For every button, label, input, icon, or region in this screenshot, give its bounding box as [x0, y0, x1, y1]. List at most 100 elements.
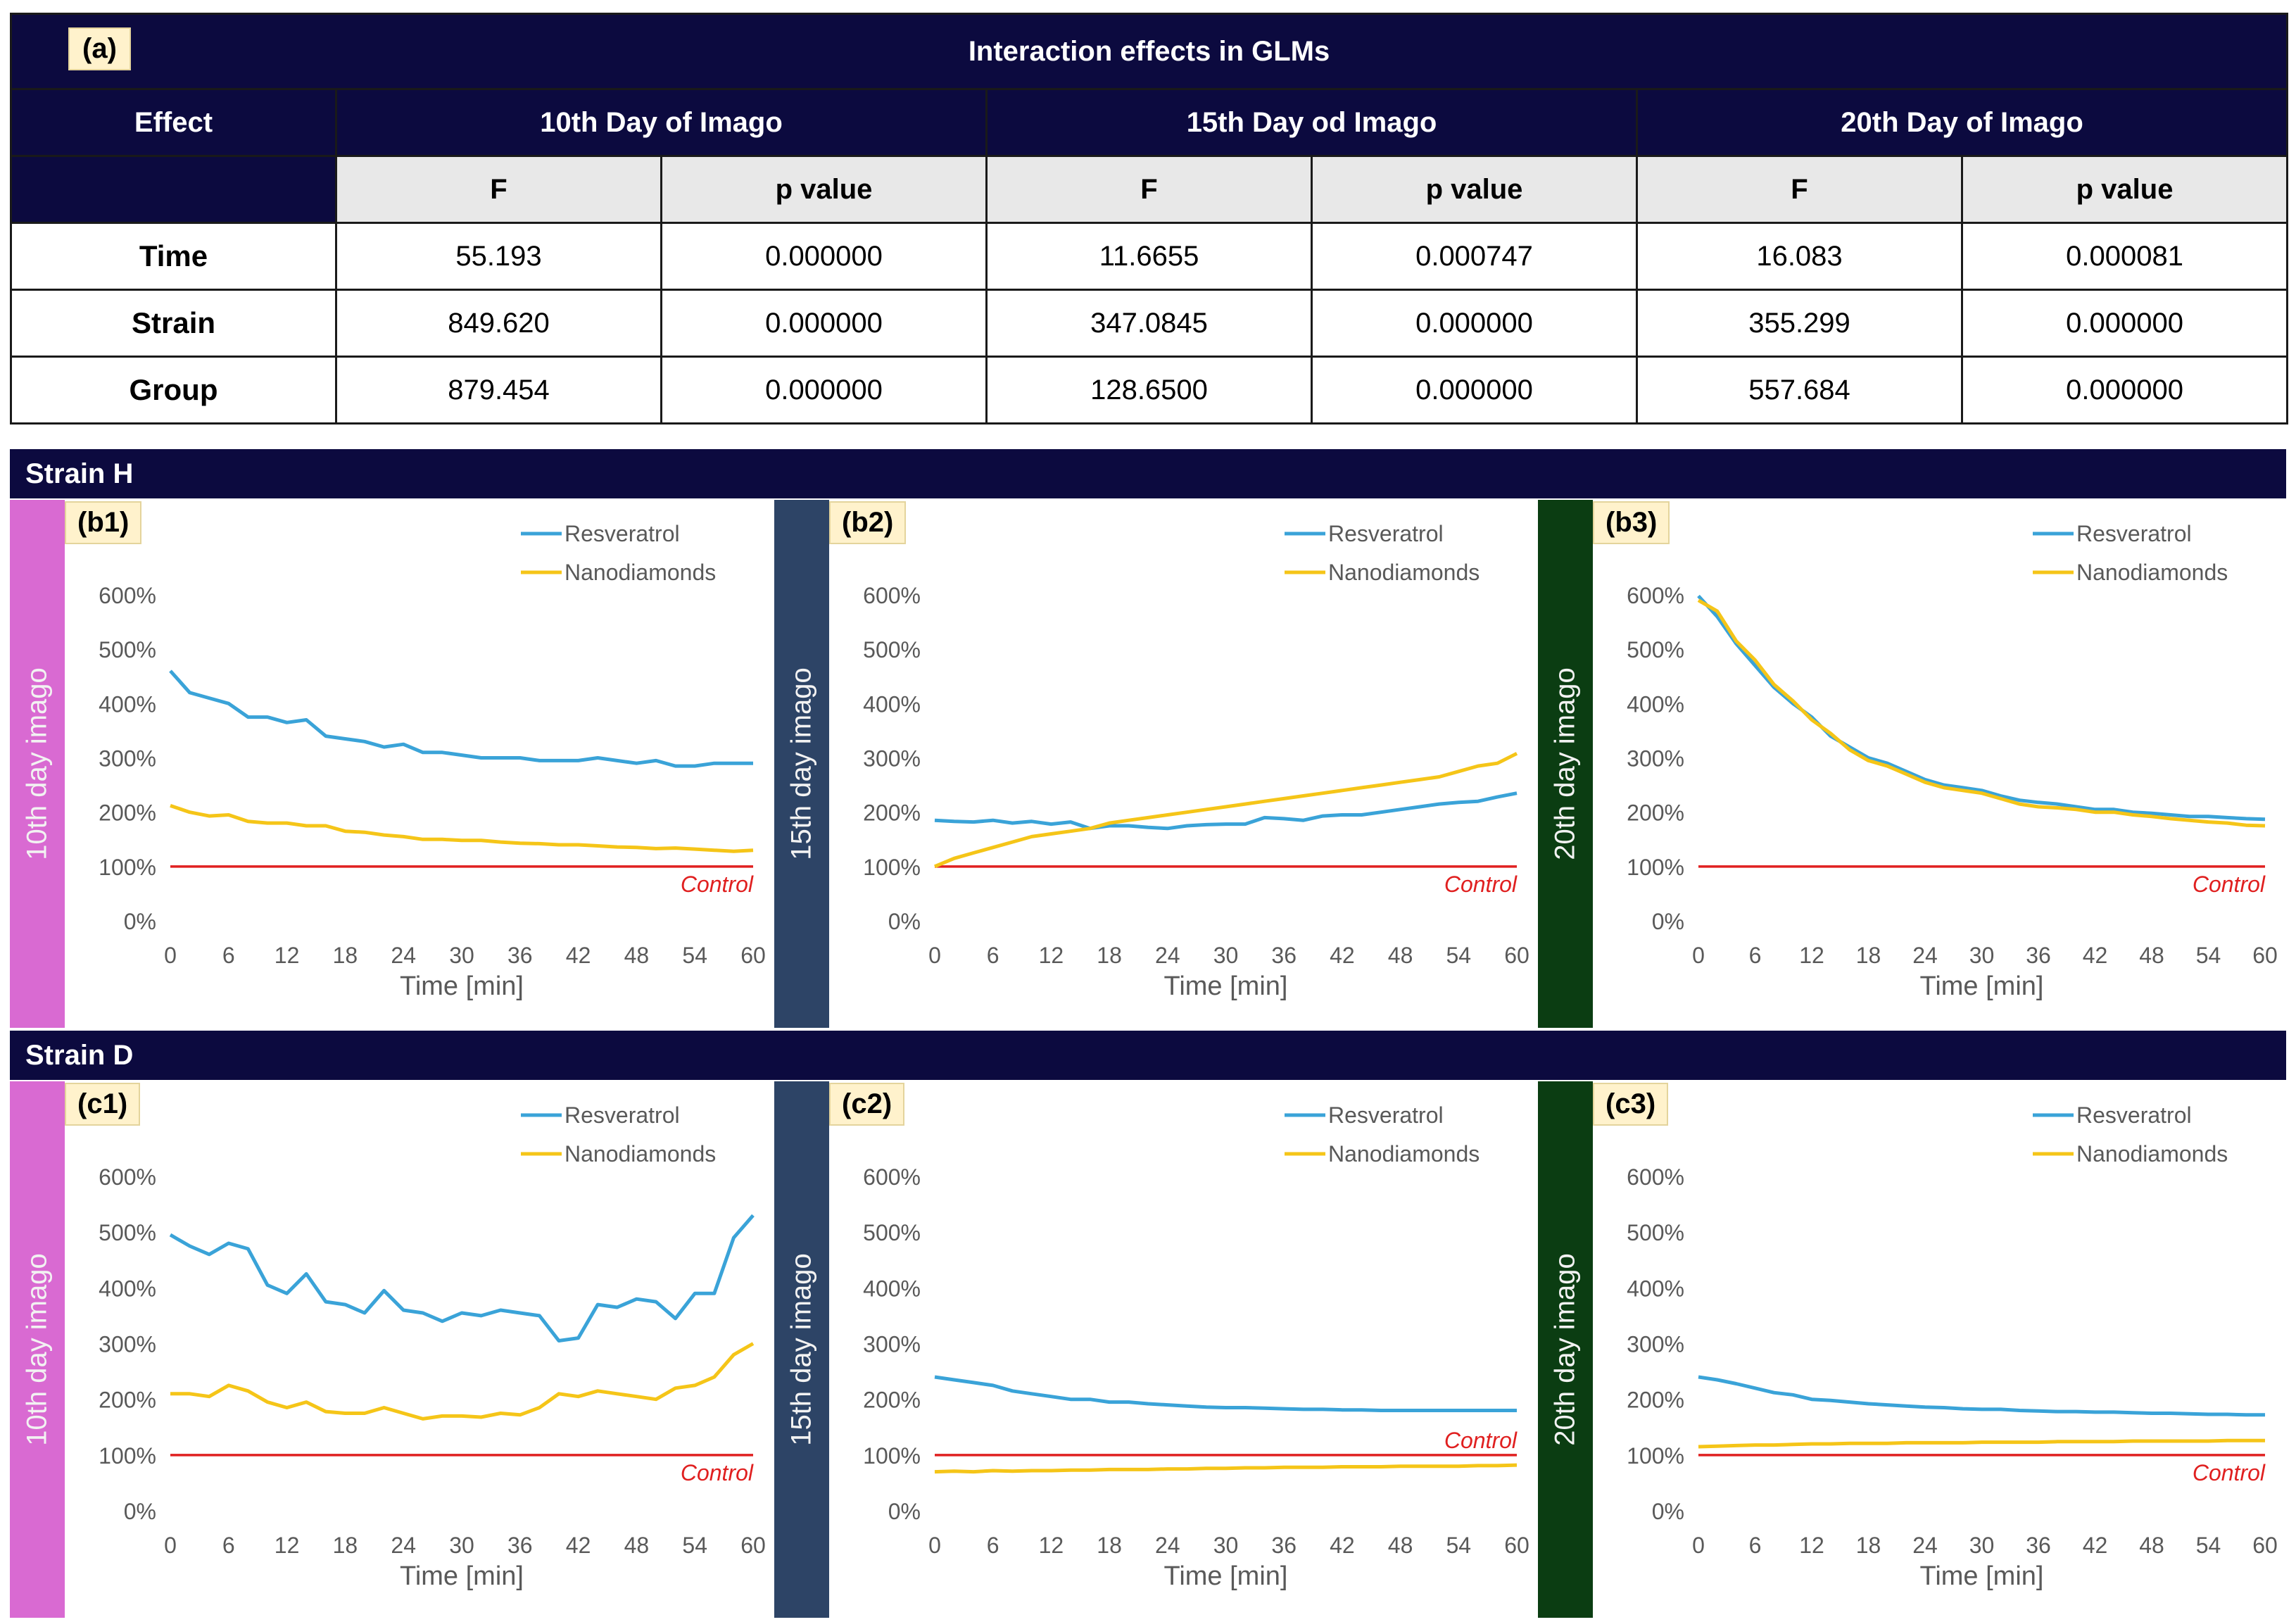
legend-label: Nanodiamonds	[1328, 1141, 1480, 1167]
x-tick-label: 60	[2252, 1533, 2278, 1558]
sub-header-f: F	[985, 155, 1313, 224]
x-tick-label: 18	[333, 1533, 358, 1558]
x-tick-label: 60	[1504, 943, 1529, 968]
x-tick-label: 0	[164, 943, 177, 968]
x-tick-label: 18	[1097, 943, 1122, 968]
x-axis-title: Time [min]	[400, 972, 524, 1001]
x-tick-label: 54	[2196, 943, 2221, 968]
cell-value: 16.083	[1636, 222, 1963, 291]
y-tick-label: 500%	[1627, 637, 1684, 662]
y-tick-label: 600%	[99, 583, 156, 608]
legend-label: Nanodiamonds	[564, 1141, 716, 1167]
cell-value: 347.0845	[985, 289, 1313, 358]
chart-c3: 0% 100% 200% 300% 400% 500% 600% 0 6 12 18 24 30 36 42…	[1627, 1102, 2278, 1591]
x-tick-label: 36	[1271, 1533, 1297, 1558]
cell-value: 0.000081	[1960, 222, 2289, 291]
series-line-resveratrol	[1698, 1375, 2265, 1417]
chart-b3: 0% 100% 200% 300% 400% 500% 600% 0 6 12 18 24 30 36 42…	[1627, 521, 2278, 1001]
y-tick-label: 100%	[863, 855, 921, 880]
x-axis-title: Time [min]	[1164, 1561, 1288, 1591]
day-header-10: 10th Day of Imago	[335, 88, 988, 157]
glm-table: (a) Interaction effects in GLMs Effect 1…	[9, 13, 2289, 425]
x-tick-label: 0	[164, 1533, 177, 1558]
y-tick-label: 300%	[99, 1332, 156, 1357]
x-tick-label: 36	[2026, 1533, 2051, 1558]
legend-label: Resveratrol	[564, 1102, 680, 1128]
cell-value: 849.620	[335, 289, 662, 358]
y-tick-label: 200%	[99, 1388, 156, 1413]
x-tick-label: 6	[987, 943, 999, 968]
table-row: Time 55.193 0.000000 11.6655 0.000747 16…	[10, 222, 2289, 291]
control-label: Control	[681, 872, 754, 897]
table-row: Group 879.454 0.000000 128.6500 0.000000…	[10, 356, 2289, 425]
y-tick-label: 500%	[99, 1220, 156, 1245]
x-tick-label: 36	[507, 1533, 533, 1558]
series-line-resveratrol	[1697, 594, 2266, 822]
x-tick-label: 36	[1271, 943, 1297, 968]
y-tick-label: 300%	[863, 746, 921, 772]
y-tick-label: 400%	[863, 691, 921, 717]
x-tick-label: 36	[507, 943, 533, 968]
legend-label: Resveratrol	[1328, 521, 1444, 546]
series-line-resveratrol	[934, 1375, 1517, 1412]
x-tick-label: 30	[1213, 1533, 1239, 1558]
x-tick-label: 18	[1856, 943, 1881, 968]
chart-b2: 0% 100% 200% 300% 400% 500% 600% 0 6 12 18 24 30 36 42…	[863, 521, 1529, 1001]
x-tick-label: 12	[1799, 1533, 1824, 1558]
series-line-nanodiamonds	[1698, 1438, 2265, 1449]
day-header-15: 15th Day od Imago	[985, 88, 1638, 157]
cell-value: 0.000000	[660, 356, 988, 425]
x-tick-label: 6	[987, 1533, 999, 1558]
x-tick-label: 30	[449, 943, 474, 968]
side-label-20-h: 20th day imago	[1538, 500, 1593, 1028]
table-title-cell: (a) Interaction effects in GLMs	[9, 13, 2289, 90]
y-tick-label: 200%	[863, 1388, 921, 1413]
y-tick-label: 300%	[99, 746, 156, 772]
y-tick-label: 400%	[1627, 1276, 1684, 1301]
x-tick-label: 30	[1213, 943, 1239, 968]
legend-label: Nanodiamonds	[564, 560, 716, 585]
panel-tag-c3: (c3)	[1593, 1083, 1669, 1126]
y-tick-label: 0%	[888, 1499, 921, 1524]
y-tick-label: 400%	[863, 1276, 921, 1301]
y-tick-label: 0%	[1652, 1499, 1684, 1524]
control-label: Control	[2193, 1460, 2266, 1485]
y-tick-label: 300%	[1627, 746, 1684, 772]
x-axis-title: Time [min]	[1164, 972, 1288, 1001]
y-tick-label: 0%	[124, 1499, 156, 1524]
y-tick-label: 0%	[888, 909, 921, 934]
x-tick-label: 18	[333, 943, 358, 968]
sub-header-p: p value	[1311, 155, 1638, 224]
panel-tag-c2: (c2)	[829, 1083, 905, 1126]
effect-header: Effect	[10, 88, 337, 157]
control-label: Control	[1444, 872, 1518, 897]
y-tick-label: 400%	[99, 1276, 156, 1301]
x-tick-label: 12	[1039, 1533, 1064, 1558]
y-tick-label: 100%	[863, 1443, 921, 1469]
y-tick-label: 100%	[99, 855, 156, 880]
x-tick-label: 12	[275, 1533, 300, 1558]
effect-name: Strain	[10, 289, 337, 358]
cell-value: 0.000000	[660, 222, 988, 291]
x-tick-label: 24	[1155, 1533, 1180, 1558]
legend-label: Resveratrol	[1328, 1102, 1444, 1128]
legend-label: Resveratrol	[564, 521, 680, 546]
y-tick-label: 200%	[99, 800, 156, 826]
sub-header-f: F	[1636, 155, 1963, 224]
cell-value: 128.6500	[985, 356, 1313, 425]
x-tick-label: 42	[2083, 1533, 2108, 1558]
y-tick-label: 600%	[1627, 583, 1684, 608]
x-tick-label: 60	[1504, 1533, 1529, 1558]
x-tick-label: 60	[740, 943, 766, 968]
x-tick-label: 24	[391, 943, 416, 968]
y-tick-label: 200%	[1627, 1388, 1684, 1413]
table-title: Interaction effects in GLMs	[968, 35, 1330, 67]
y-tick-label: 200%	[1627, 800, 1684, 826]
x-tick-label: 6	[1749, 1533, 1762, 1558]
x-axis-title: Time [min]	[1920, 972, 2044, 1001]
y-tick-label: 100%	[99, 1443, 156, 1469]
x-tick-label: 24	[391, 1533, 416, 1558]
cell-value: 557.684	[1636, 356, 1963, 425]
control-label: Control	[681, 1460, 754, 1485]
x-tick-label: 60	[2252, 943, 2278, 968]
